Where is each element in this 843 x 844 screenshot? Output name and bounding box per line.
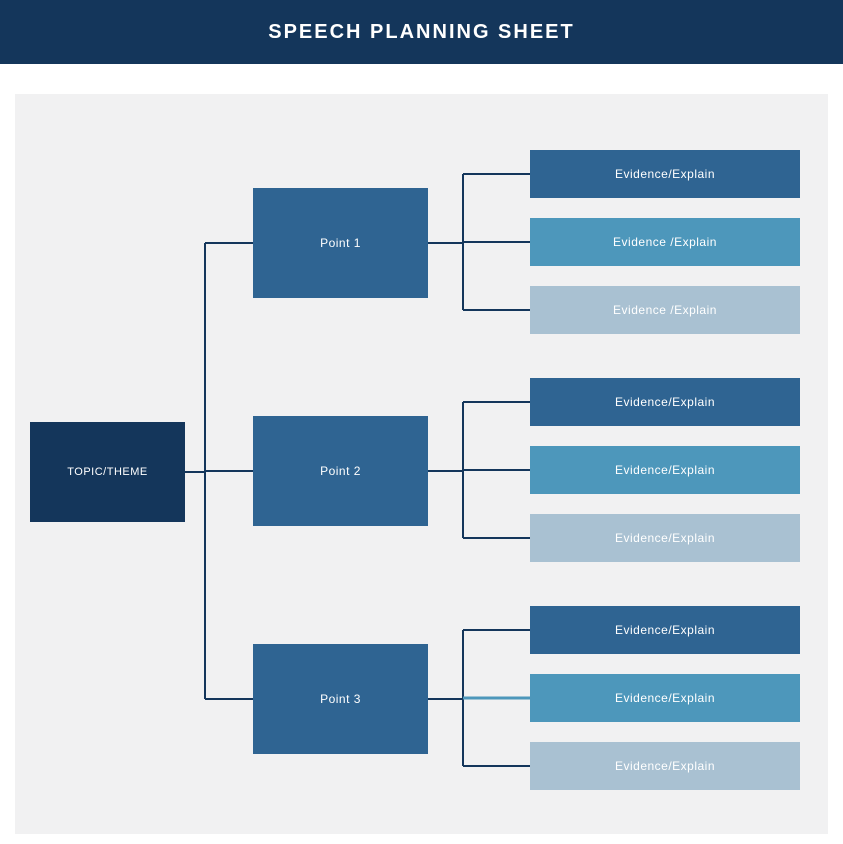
evidence-node: Evidence /Explain [530, 218, 800, 266]
point-node: Point 2 [253, 416, 428, 526]
header-bar: SPEECH PLANNING SHEET [0, 0, 843, 64]
evidence-node: Evidence /Explain [530, 286, 800, 334]
point-node: Point 3 [253, 644, 428, 754]
evidence-node: Evidence/Explain [530, 446, 800, 494]
evidence-node: Evidence/Explain [530, 606, 800, 654]
evidence-node: Evidence/Explain [530, 674, 800, 722]
evidence-node: Evidence/Explain [530, 742, 800, 790]
evidence-node: Evidence/Explain [530, 378, 800, 426]
evidence-node: Evidence/Explain [530, 150, 800, 198]
evidence-node: Evidence/Explain [530, 514, 800, 562]
header-title: SPEECH PLANNING SHEET [268, 21, 574, 44]
root-node: TOPIC/THEME [30, 422, 185, 522]
diagram-canvas: TOPIC/THEME Point 1 Evidence/Explain Eviden… [15, 94, 828, 834]
point-node: Point 1 [253, 188, 428, 298]
